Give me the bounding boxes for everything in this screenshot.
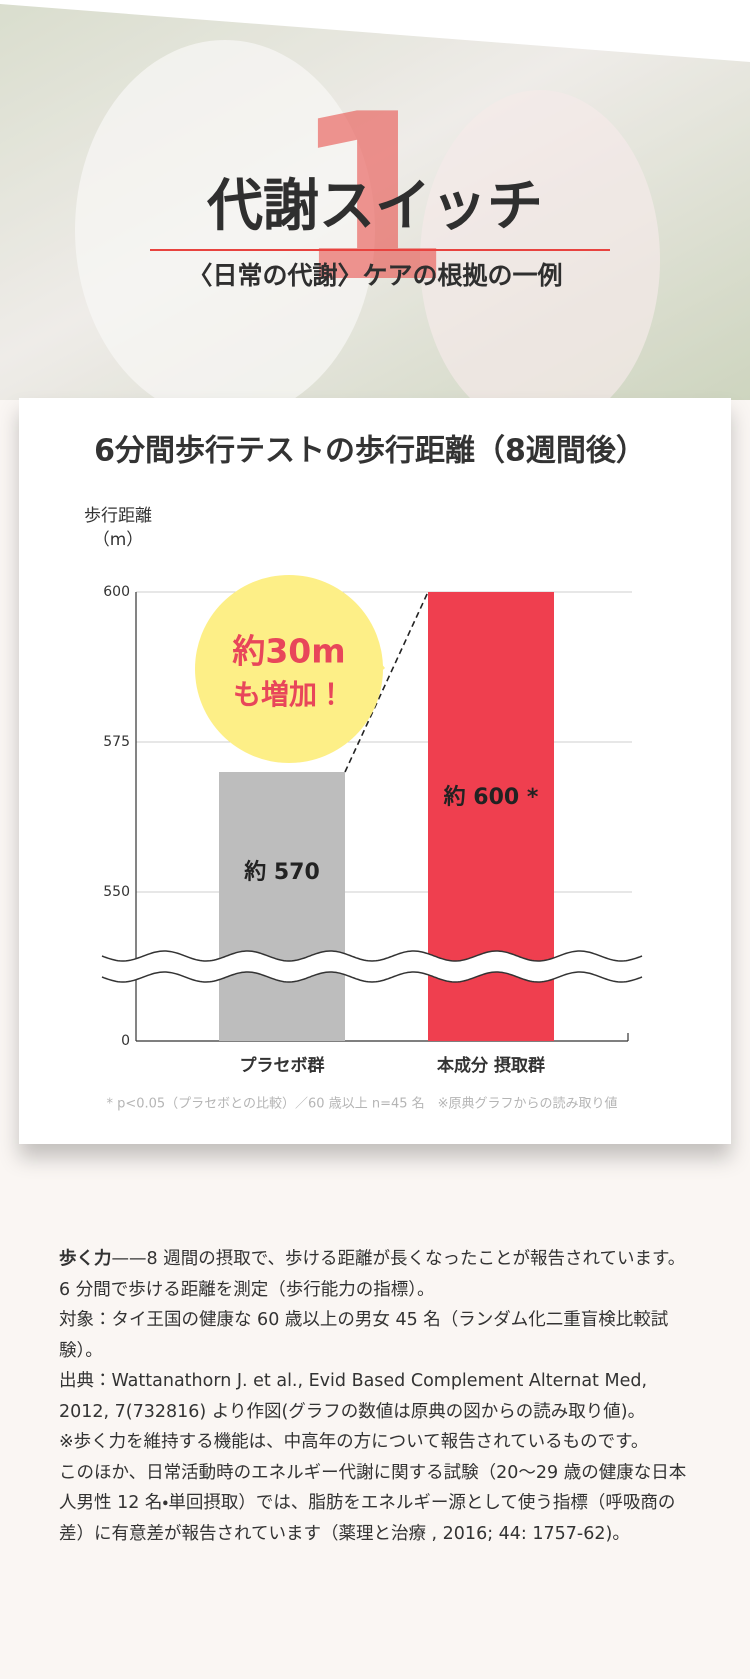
paragraph: 6 分間で歩ける距離を測定（歩行能力の指標）。 [59, 1275, 693, 1306]
y-tick-label: 575 [103, 734, 130, 750]
paragraph-text: このほか、日常活動時のエネルギー代謝に関する試験（20〜29 歳の健康な日本人男… [59, 1462, 687, 1544]
hero-figure [75, 40, 375, 420]
hero-number: 1 [292, 66, 452, 333]
paragraph-text: ——8 週間の摂取で、歩ける距離が長くなったことが報告されています。 [111, 1249, 686, 1269]
bar [219, 772, 345, 1041]
callout [195, 575, 383, 763]
axis-break-line [101, 950, 643, 962]
footnote: * p<0.05（プラセボとの比較）／60 歳以上 n=45 名 ※原典グラフか… [106, 1096, 617, 1112]
hero-veil [0, 0, 750, 400]
hero-figure [420, 90, 660, 430]
value-label: 約 600 * [443, 784, 539, 810]
callout-text: も増加！ [233, 678, 345, 711]
paragraph: 歩く力——8 週間の摂取で、歩ける距離が長くなったことが報告されています。 [59, 1244, 693, 1275]
value-label: 約 570 [243, 859, 320, 885]
paragraph: ※歩く力を維持する機能は、中高年の方について報告されているものです。 [59, 1427, 693, 1458]
paragraph-text: 出典：Wattanathorn J. et al., Evid Based Co… [59, 1371, 648, 1422]
paragraph: 出典：Wattanathorn J. et al., Evid Based Co… [59, 1366, 693, 1427]
x-tick-label: 本成分 摂取群 [436, 1055, 545, 1076]
y-axis-label: 歩行距離 [84, 506, 152, 526]
hero-title: 代謝スイッチ [206, 174, 543, 239]
paragraph-text: 対象：タイ王国の健康な 60 歳以上の男女 45 名（ランダム化二重盲検比較試験… [59, 1310, 669, 1361]
y-tick-label: 550 [103, 884, 130, 900]
callout-text: 約30m [232, 632, 345, 671]
paragraph: このほか、日常活動時のエネルギー代謝に関する試験（20〜29 歳の健康な日本人男… [59, 1458, 693, 1550]
chart-title: 6分間歩行テストの歩行距離（8週間後） [94, 434, 646, 469]
paragraph-text: 6 分間で歩ける距離を測定（歩行能力の指標）。 [59, 1279, 435, 1300]
y-tick-label: 0 [121, 1033, 130, 1049]
connector [344, 591, 429, 773]
chart: 1 代謝スイッチ 〈日常の代謝〉ケアの根拠の一例 6分間歩行テストの歩行距離（8… [0, 0, 750, 1144]
paragraph: 対象：タイ王国の健康な 60 歳以上の男女 45 名（ランダム化二重盲検比較試験… [59, 1305, 693, 1366]
y-tick-label: 600 [103, 584, 130, 600]
y-axis-label: （m） [93, 530, 144, 550]
chart-card [19, 398, 731, 1144]
hero-subtitle: 〈日常の代謝〉ケアの根拠の一例 [187, 261, 562, 290]
body-text: 歩く力——8 週間の摂取で、歩ける距離が長くなったことが報告されています。 6 分… [59, 1244, 693, 1549]
axis-break-line [101, 971, 643, 983]
x-tick-label: プラセボ群 [240, 1055, 325, 1076]
lead: 歩く力 [59, 1249, 112, 1269]
paragraph-text: ※歩く力を維持する機能は、中高年の方について報告されているものです。 [59, 1432, 649, 1452]
hero-edge [0, 0, 750, 62]
axis-break-band [102, 951, 642, 982]
